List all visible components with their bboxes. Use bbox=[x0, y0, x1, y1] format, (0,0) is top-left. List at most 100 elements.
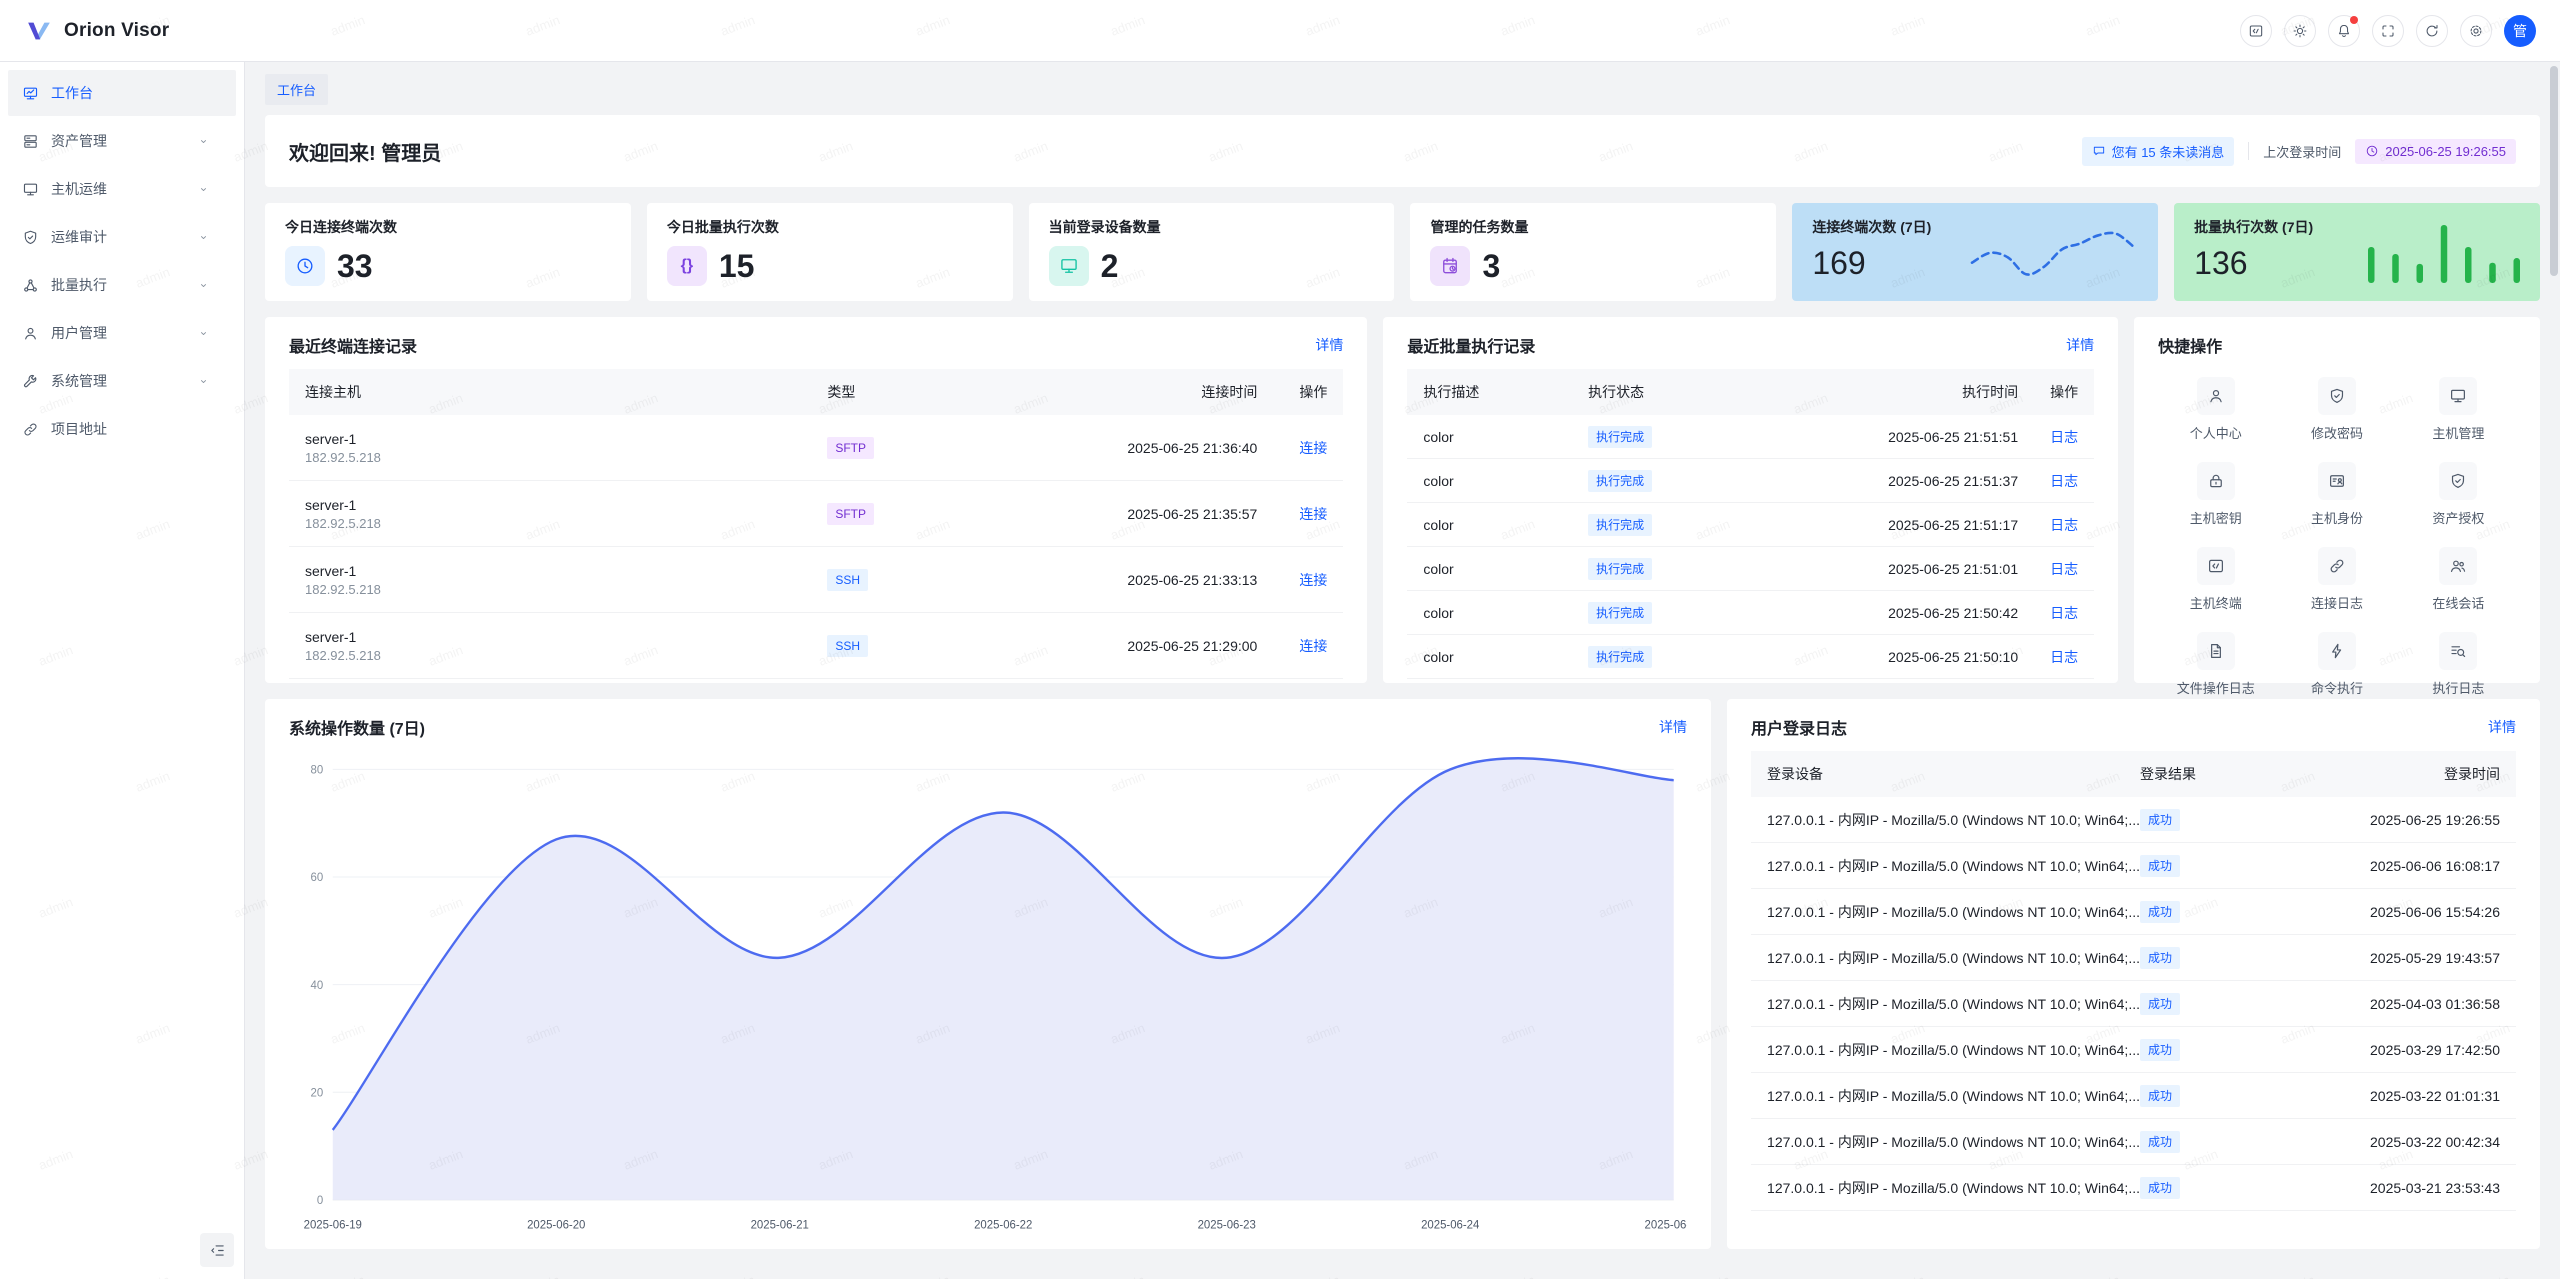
sidebar-item-workbench[interactable]: 工作台 bbox=[8, 70, 236, 116]
table-row: 127.0.0.1 - 内网IP - Mozilla/5.0 (Windows … bbox=[1751, 981, 2516, 1027]
cell-status: 执行完成 bbox=[1588, 426, 1738, 448]
cell-time: 2025-04-03 01:36:58 bbox=[2250, 996, 2500, 1012]
unread-messages-badge[interactable]: 您有 15 条未读消息 bbox=[2082, 137, 2235, 166]
quick-action-asset-grant[interactable]: 资产授权 bbox=[2401, 462, 2516, 527]
quick-action-online-session[interactable]: 在线会话 bbox=[2401, 547, 2516, 612]
log-link[interactable]: 日志 bbox=[2050, 649, 2078, 665]
table-row: color执行完成2025-06-25 21:51:17日志 bbox=[1407, 503, 2094, 547]
scrollbar-thumb[interactable] bbox=[2550, 66, 2558, 276]
id-card-icon-svg bbox=[2328, 472, 2346, 490]
host-name: server-1 bbox=[305, 497, 827, 513]
connect-link[interactable]: 连接 bbox=[1299, 440, 1327, 456]
executions-detail-link[interactable]: 详情 bbox=[2066, 335, 2094, 355]
sidebar-item-ops-audit[interactable]: 运维审计 bbox=[8, 214, 236, 260]
logo[interactable]: Orion Visor bbox=[24, 16, 169, 46]
notifications-button[interactable] bbox=[2328, 15, 2360, 47]
operations-detail-link[interactable]: 详情 bbox=[1659, 717, 1687, 737]
refresh-button[interactable] bbox=[2416, 15, 2448, 47]
connect-link[interactable]: 连接 bbox=[1299, 638, 1327, 654]
log-link[interactable]: 日志 bbox=[2050, 561, 2078, 577]
code-button[interactable] bbox=[2240, 15, 2272, 47]
cell-result: 成功 bbox=[2140, 1085, 2250, 1107]
cell-time: 2025-06-25 21:51:01 bbox=[1738, 561, 2018, 577]
quick-action-host-key[interactable]: 主机密钥 bbox=[2158, 462, 2273, 527]
login-log-detail-link[interactable]: 详情 bbox=[2488, 717, 2516, 737]
fullscreen-icon bbox=[2380, 23, 2396, 39]
theme-button[interactable] bbox=[2284, 15, 2316, 47]
sidebar-item-user-management[interactable]: 用户管理 bbox=[8, 310, 236, 356]
task-icon-svg bbox=[1440, 256, 1460, 276]
stat-value-row: 3 bbox=[1430, 246, 1756, 286]
log-link[interactable]: 日志 bbox=[2050, 517, 2078, 533]
table-row: color执行完成2025-06-25 21:51:51日志 bbox=[1407, 415, 2094, 459]
type-tag: SFTP bbox=[827, 503, 874, 525]
connect-link[interactable]: 连接 bbox=[1299, 506, 1327, 522]
quick-action-label: 主机身份 bbox=[2311, 508, 2363, 527]
quick-action-host-identity[interactable]: 主机身份 bbox=[2279, 462, 2394, 527]
cell-result: 成功 bbox=[2140, 1039, 2250, 1061]
stat-icon-box: {} bbox=[667, 246, 707, 286]
stat-card-value: 33 bbox=[337, 248, 373, 285]
quick-action-file-op-log[interactable]: 文件操作日志 bbox=[2158, 632, 2273, 697]
stat-value-row: 2 bbox=[1049, 246, 1375, 286]
chevron-down-icon-svg bbox=[197, 183, 210, 196]
cell-time: 2025-06-06 16:08:17 bbox=[2250, 858, 2500, 874]
sidebar-item-project-site[interactable]: 项目地址 bbox=[8, 406, 236, 452]
log-link[interactable]: 日志 bbox=[2050, 605, 2078, 621]
svg-text:2025-06-24: 2025-06-24 bbox=[1421, 1217, 1480, 1232]
sidebar-item-asset-management[interactable]: 资产管理 bbox=[8, 118, 236, 164]
host-ip: 182.92.5.218 bbox=[305, 582, 827, 597]
cell-action: 日志 bbox=[2018, 471, 2078, 491]
quick-action-label: 修改密码 bbox=[2311, 423, 2363, 442]
connections-detail-link[interactable]: 详情 bbox=[1315, 335, 1343, 355]
cell-device: 127.0.0.1 - 内网IP - Mozilla/5.0 (Windows … bbox=[1767, 1178, 2140, 1198]
quick-action-label: 在线会话 bbox=[2432, 593, 2484, 612]
table-row: server-1182.92.5.218SFTP2025-06-25 21:35… bbox=[289, 481, 1343, 547]
stat-card-today-batch-executions: 今日批量执行次数{}15 bbox=[647, 203, 1013, 301]
cell-type: SSH bbox=[827, 569, 967, 591]
workbench-icon-svg bbox=[22, 85, 39, 102]
collapse-sidebar-button[interactable] bbox=[200, 1233, 234, 1267]
connect-link[interactable]: 连接 bbox=[1299, 572, 1327, 588]
log-link[interactable]: 日志 bbox=[2050, 473, 2078, 489]
host-name: server-1 bbox=[305, 629, 827, 645]
user-avatar[interactable]: 管 bbox=[2504, 15, 2536, 47]
cell-time: 2025-06-25 21:51:37 bbox=[1738, 473, 2018, 489]
last-login-time-badge: 2025-06-25 19:26:55 bbox=[2355, 139, 2516, 164]
table-row: server-1182.92.5.218SFTP2025-06-25 21:36… bbox=[289, 415, 1343, 481]
quick-action-change-password[interactable]: 修改密码 bbox=[2279, 377, 2394, 442]
quick-action-connect-log[interactable]: 连接日志 bbox=[2279, 547, 2394, 612]
column-header: 操作 bbox=[2018, 382, 2078, 402]
quick-action-host-terminal[interactable]: 主机终端 bbox=[2158, 547, 2273, 612]
quick-action-command-exec[interactable]: 命令执行 bbox=[2279, 632, 2394, 697]
sidebar-item-batch-exec[interactable]: 批量执行 bbox=[8, 262, 236, 308]
user-icon bbox=[22, 325, 39, 342]
type-tag: SSH bbox=[827, 635, 868, 657]
quick-action-host-management[interactable]: 主机管理 bbox=[2401, 377, 2516, 442]
sidebar-item-system-management[interactable]: 系统管理 bbox=[8, 358, 236, 404]
breadcrumb-item-workbench[interactable]: 工作台 bbox=[265, 74, 328, 105]
monitor-icon bbox=[2449, 387, 2467, 405]
panels-row-1: 最近终端连接记录 详情 连接主机类型连接时间操作server-1182.92.5… bbox=[265, 317, 2540, 683]
code-icon-svg bbox=[2248, 23, 2264, 39]
cell-status: 执行完成 bbox=[1588, 646, 1738, 668]
sidebar-item-label: 项目地址 bbox=[51, 419, 107, 439]
log-link[interactable]: 日志 bbox=[2050, 429, 2078, 445]
svg-text:2025-06-21: 2025-06-21 bbox=[751, 1217, 810, 1232]
header: Orion Visor 管 bbox=[0, 0, 2560, 62]
cell-time: 2025-06-25 19:26:55 bbox=[2250, 812, 2500, 828]
monitor-icon-svg bbox=[1059, 256, 1079, 276]
spark-card-text: 批量执行次数 (7日)136 bbox=[2194, 217, 2313, 287]
quick-action-profile[interactable]: 个人中心 bbox=[2158, 377, 2273, 442]
host-ip: 182.92.5.218 bbox=[305, 450, 827, 465]
quick-action-exec-log[interactable]: 执行日志 bbox=[2401, 632, 2516, 697]
stat-card-today-terminal-connections: 今日连接终端次数33 bbox=[265, 203, 631, 301]
sidebar-item-host-ops[interactable]: 主机运维 bbox=[8, 166, 236, 212]
panel-head: 快捷操作 bbox=[2158, 333, 2516, 357]
recent-batch-executions-panel: 最近批量执行记录 详情 执行描述执行状态执行时间操作color执行完成2025-… bbox=[1383, 317, 2118, 683]
fullscreen-button[interactable] bbox=[2372, 15, 2404, 47]
system-operations-chart-wrap: 0204060802025-06-192025-06-202025-06-212… bbox=[289, 755, 1687, 1239]
quick-icon-box bbox=[2197, 462, 2235, 500]
settings-button[interactable] bbox=[2460, 15, 2492, 47]
status-tag: 执行完成 bbox=[1588, 558, 1652, 580]
